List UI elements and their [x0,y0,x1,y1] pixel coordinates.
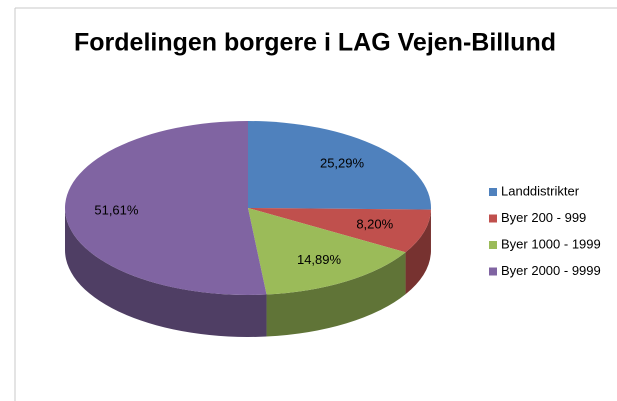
legend-label: Landdistrikter [501,183,580,198]
legend-label: Byer 200 - 999 [501,210,586,225]
pie-side [405,209,431,295]
legend-swatch [489,188,497,196]
legend-label: Byer 2000 - 9999 [501,263,601,278]
legend-label: Byer 1000 - 1999 [501,236,601,251]
chart-title: Fordelingen borgere i LAG Vejen-Billund [74,29,556,57]
pie-side [266,252,406,337]
data-label: 14,89% [297,252,342,267]
legend-swatch [489,214,497,223]
pie-slice [248,208,406,295]
legend-swatch [489,241,497,249]
pie-slice [248,208,431,253]
pie-side [65,208,267,338]
pie-slice [248,121,431,210]
data-label: 8,20% [356,217,393,232]
data-label: 25,29% [320,156,365,171]
legend-swatch [489,267,497,276]
pie-slice [64,121,267,295]
data-label: 51,61% [94,203,139,218]
